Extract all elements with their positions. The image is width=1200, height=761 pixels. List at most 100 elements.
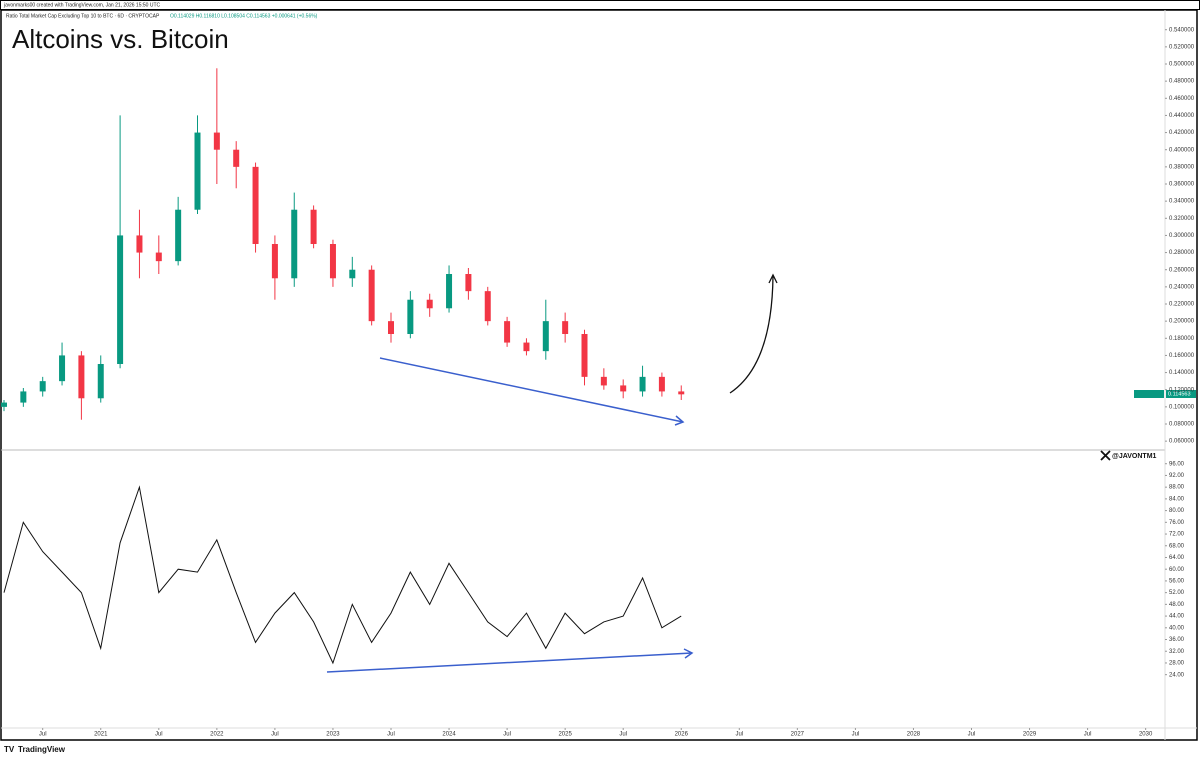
x-tick-label: Jul (968, 732, 976, 738)
x-tick-label: Jul (503, 732, 511, 738)
symbol-tag (1134, 390, 1164, 398)
y-tick-label: 0.400000 (1169, 147, 1195, 153)
candle-body (484, 291, 491, 322)
arrowhead (674, 415, 685, 426)
candle-body (523, 342, 530, 352)
footer-brand: TradingView (18, 745, 66, 754)
y-tick-label: 48.00 (1169, 602, 1185, 608)
candle-body (155, 252, 162, 262)
chart-title: Altcoins vs. Bitcoin (12, 24, 229, 54)
candle-body (271, 244, 278, 279)
watermark: @JAVONTM1 (1112, 453, 1157, 460)
projection-arrow (729, 275, 774, 394)
y-tick-label: 36.00 (1169, 637, 1185, 643)
candle-body (639, 376, 646, 392)
y-tick-label: 32.00 (1169, 649, 1185, 655)
x-tick-label: Jul (1084, 732, 1092, 738)
y-tick-label: 44.00 (1169, 614, 1185, 620)
candle-body (446, 274, 453, 309)
y-tick-label: 0.500000 (1169, 62, 1195, 68)
y-tick-label: 0.360000 (1169, 182, 1195, 188)
candle-body (175, 209, 182, 262)
y-tick-label: 84.00 (1169, 496, 1185, 502)
x-tick-label: 2027 (791, 732, 805, 738)
y-tick-label: 96.00 (1169, 461, 1185, 467)
footer-logo: TV (4, 745, 15, 754)
y-tick-label: 0.060000 (1169, 439, 1195, 445)
candle-body (97, 364, 104, 399)
candle-body (600, 376, 607, 386)
y-tick-label: 0.120000 (1169, 387, 1195, 393)
candle-body (252, 166, 259, 244)
candle-body (504, 321, 511, 343)
y-tick-label: 0.200000 (1169, 319, 1195, 325)
candle-body (329, 244, 336, 279)
y-tick-label: 0.220000 (1169, 302, 1195, 308)
y-tick-label: 0.140000 (1169, 370, 1195, 376)
y-tick-label: 0.440000 (1169, 113, 1195, 119)
arrowhead (768, 273, 778, 284)
x-tick-label: 2026 (675, 732, 689, 738)
candle-body (291, 209, 298, 279)
candle-body (388, 321, 394, 334)
price-tag-label: 0.114563 (1168, 391, 1191, 397)
y-tick-label: 0.240000 (1169, 284, 1195, 290)
rsi-line (3, 485, 682, 665)
y-tick-label: 0.320000 (1169, 216, 1195, 222)
header-bar (0, 0, 1200, 10)
y-tick-label: 0.380000 (1169, 164, 1195, 170)
y-tick-label: 0.420000 (1169, 130, 1195, 136)
candle-body (310, 209, 317, 244)
candle-body (117, 235, 124, 364)
y-tick-label: 68.00 (1169, 543, 1185, 549)
y-tick-label: 64.00 (1169, 555, 1185, 561)
candle-body (194, 132, 201, 210)
x-tick-label: Jul (155, 732, 163, 738)
y-tick-label: 28.00 (1169, 661, 1185, 667)
y-tick-label: 0.080000 (1169, 422, 1195, 428)
candle-body (233, 149, 240, 167)
y-tick-label: 0.340000 (1169, 199, 1195, 205)
footer-bar (0, 741, 1200, 761)
x-tick-label: 2021 (94, 732, 108, 738)
candle-body (20, 391, 27, 403)
x-tick-label: 2023 (326, 732, 340, 738)
y-tick-label: 0.540000 (1169, 27, 1195, 33)
x-logo-mark (1100, 450, 1111, 461)
candle-body (136, 235, 143, 253)
y-tick-label: 0.520000 (1169, 44, 1195, 50)
candle-body (349, 269, 356, 279)
candle-body (407, 299, 414, 334)
price-tag (1166, 390, 1196, 398)
y-tick-label: 0.460000 (1169, 96, 1195, 102)
candle-body (581, 334, 588, 377)
x-tick-label: Jul (39, 732, 47, 738)
candle-body (59, 355, 66, 382)
y-tick-label: 0.300000 (1169, 233, 1195, 239)
y-tick-label: 0.480000 (1169, 79, 1195, 85)
candle-body (39, 381, 46, 392)
author-line: javonmarks00 created with TradingView.co… (3, 2, 160, 8)
candle-body (465, 274, 472, 292)
symbol-line: Ratio Total Market Cap Excluding Top 10 … (6, 13, 160, 19)
x-logo (1100, 450, 1111, 461)
candle-body (426, 299, 433, 309)
y-tick-label: 24.00 (1169, 672, 1185, 678)
x-tick-label: 2025 (558, 732, 572, 738)
candle-body (213, 132, 220, 150)
candle-body (1, 402, 7, 407)
y-tick-label: 40.00 (1169, 625, 1185, 631)
arrowhead (683, 648, 694, 659)
candle-body (562, 321, 569, 334)
x-tick-label: Jul (852, 732, 860, 738)
y-tick-label: 0.180000 (1169, 336, 1195, 342)
y-tick-label: 88.00 (1169, 485, 1185, 491)
x-tick-label: 2030 (1139, 732, 1153, 738)
candle-body (620, 385, 627, 392)
candle-body (368, 269, 375, 322)
x-tick-label: Jul (387, 732, 395, 738)
ohlc-line: O0.114029 H0.116810 L0.108504 C0.114563 … (170, 13, 318, 19)
